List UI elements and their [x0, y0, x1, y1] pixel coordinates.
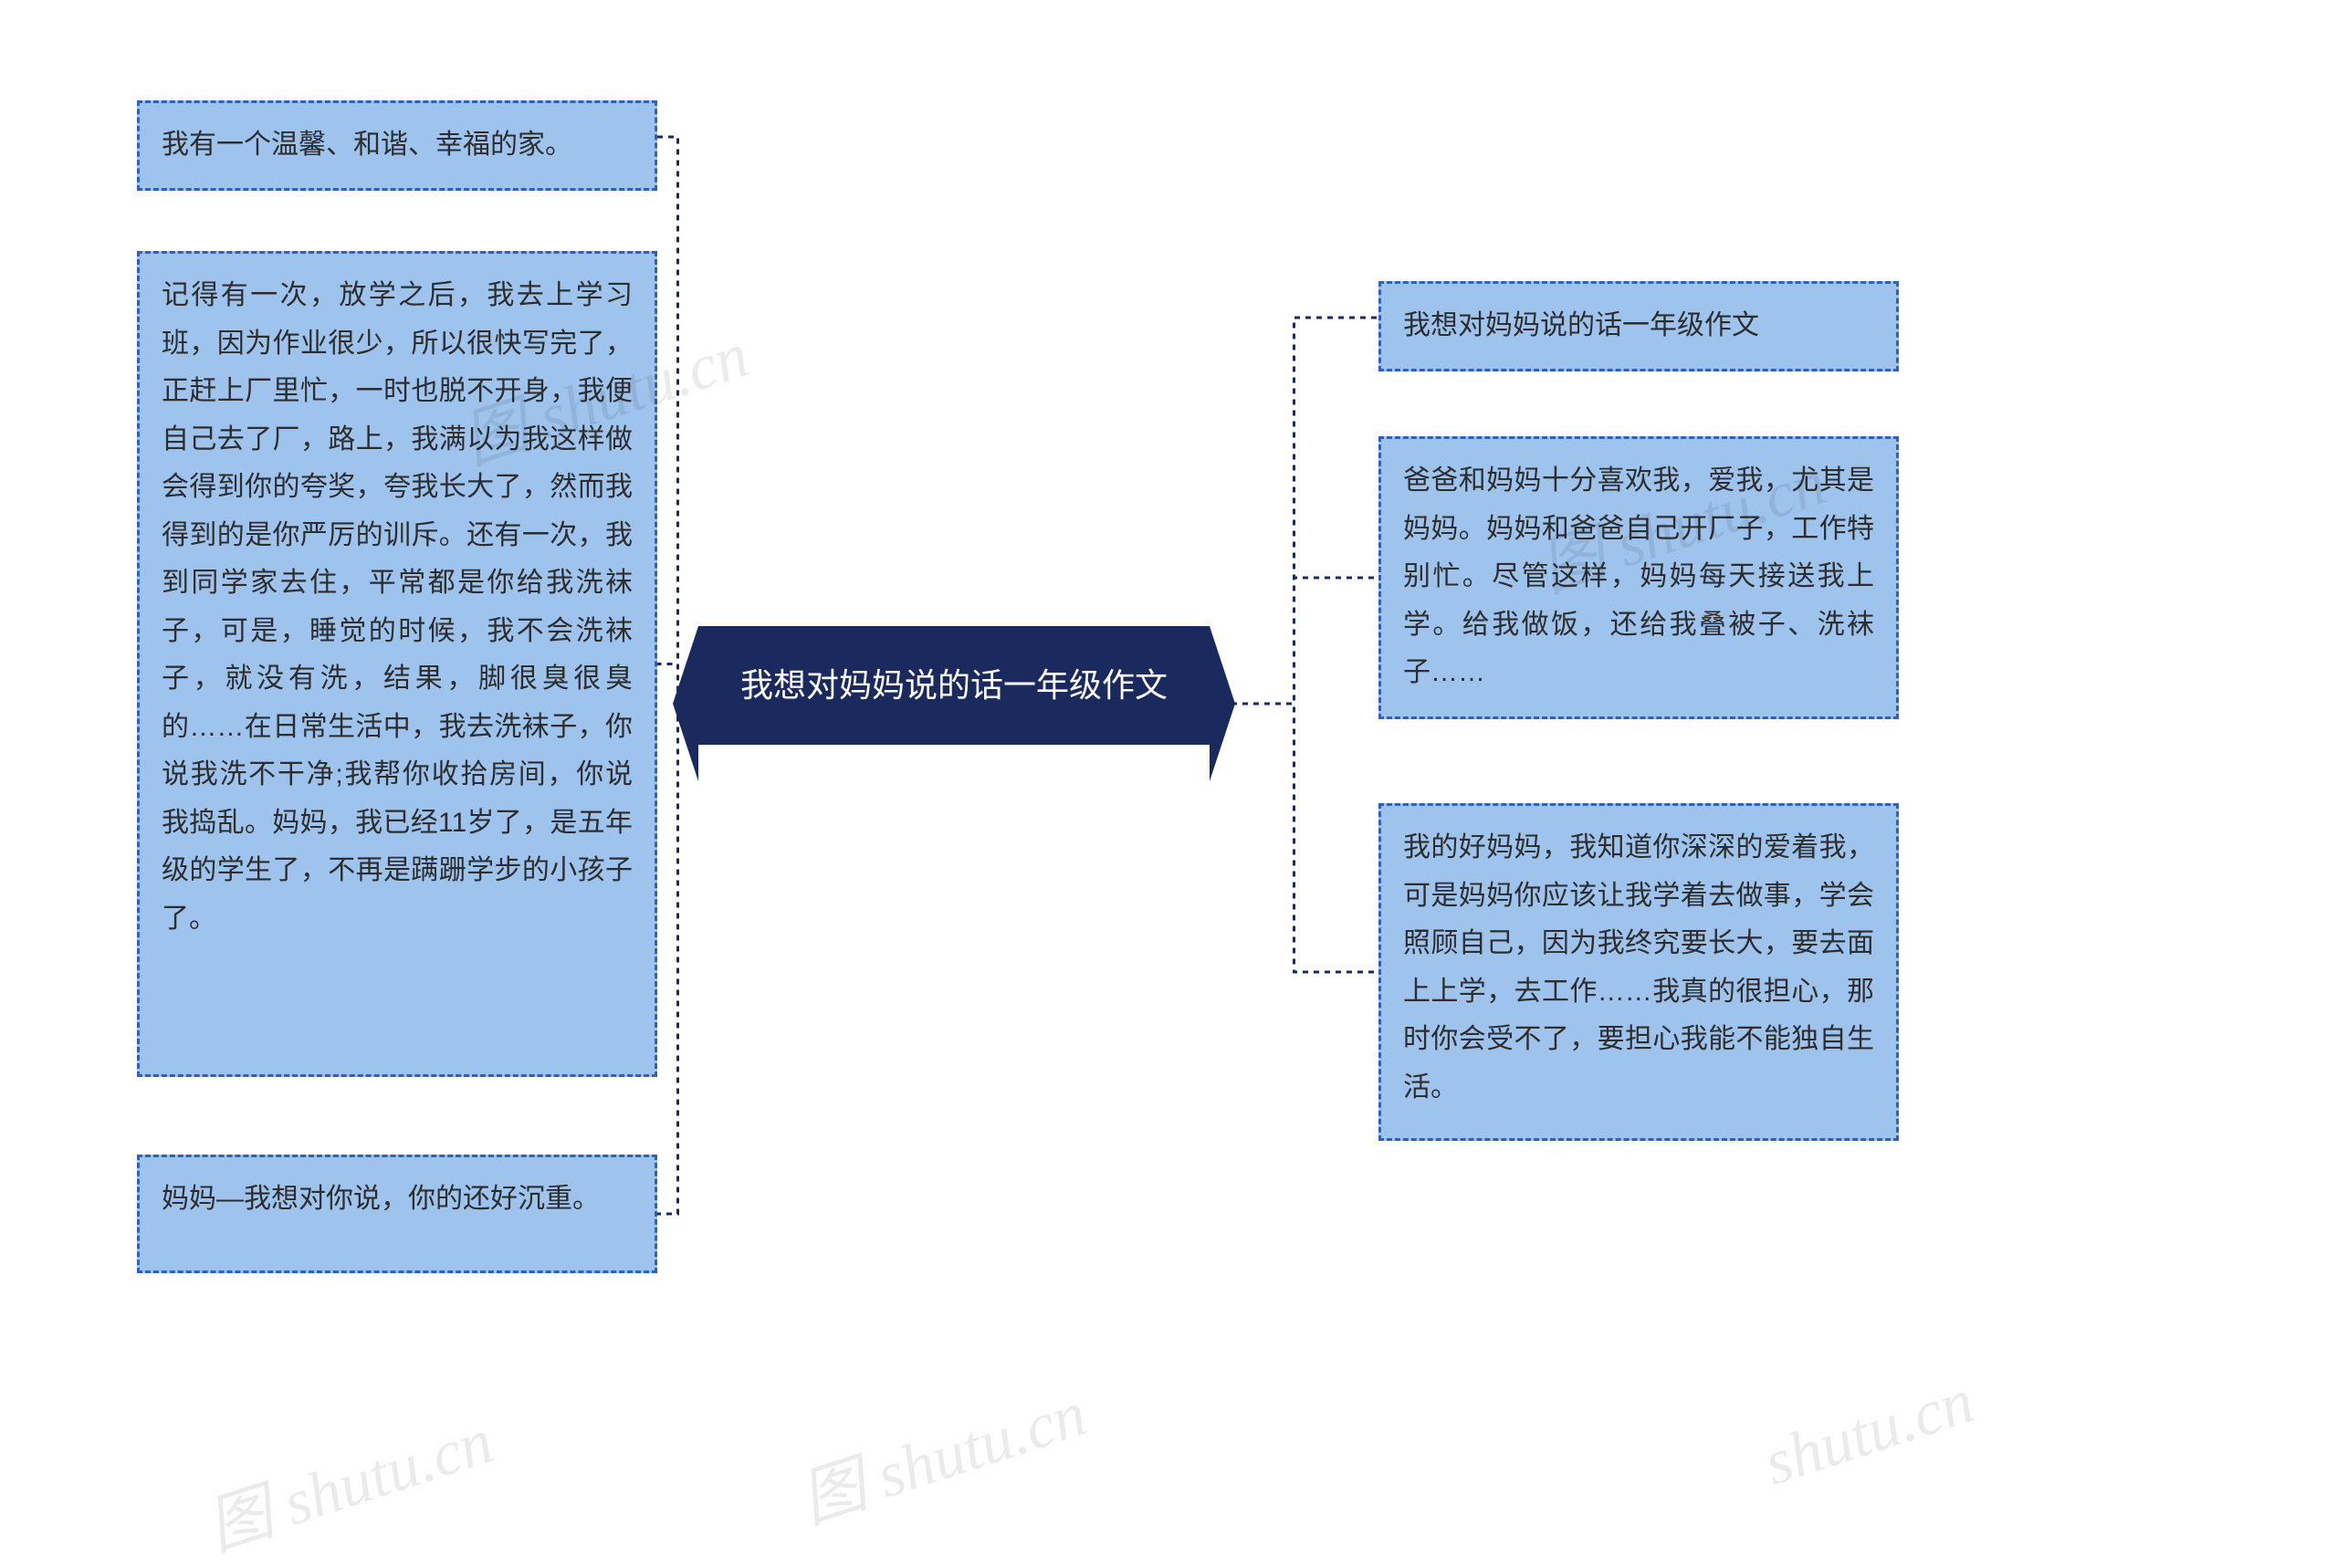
- left-leaf-1-text: 记得有一次，放学之后，我去上学习班，因为作业很少，所以很快写完了，正赶上厂里忙，…: [162, 280, 633, 934]
- left-leaf-2: 妈妈—我想对你说，你的还好沉重。: [137, 1155, 657, 1273]
- right-leaf-1-text: 爸爸和妈妈十分喜欢我，爱我，尤其是妈妈。妈妈和爸爸自己开厂子，工作特别忙。尽管这…: [1403, 465, 1874, 687]
- right-leaf-0-text: 我想对妈妈说的话一年级作文: [1403, 310, 1759, 340]
- left-leaf-1: 记得有一次，放学之后，我去上学习班，因为作业很少，所以很快写完了，正赶上厂里忙，…: [137, 251, 657, 1077]
- left-leaf-2-text: 妈妈—我想对你说，你的还好沉重。: [162, 1184, 600, 1214]
- mindmap-canvas: 我想对妈妈说的话一年级作文 我有一个温馨、和谐、幸福的家。记得有一次，放学之后，…: [0, 0, 2337, 1452]
- central-topic-text: 我想对妈妈说的话一年级作文: [740, 666, 1168, 704]
- right-leaf-2: 我的好妈妈，我知道你深深的爱着我，可是妈妈你应该让我学着去做事，学会照顾自己，因…: [1378, 803, 1899, 1141]
- right-leaf-1: 爸爸和妈妈十分喜欢我，爱我，尤其是妈妈。妈妈和爸爸自己开厂子，工作特别忙。尽管这…: [1378, 436, 1899, 719]
- watermark-4: shutu.cn: [1755, 1365, 1982, 1501]
- right-leaf-2-text: 我的好妈妈，我知道你深深的爱着我，可是妈妈你应该让我学着去做事，学会照顾自己，因…: [1403, 832, 1874, 1103]
- central-topic: 我想对妈妈说的话一年级作文: [698, 626, 1210, 745]
- left-leaf-0-text: 我有一个温馨、和谐、幸福的家。: [162, 130, 572, 160]
- watermark-2: 图 shutu.cn: [194, 1390, 502, 1568]
- left-leaf-0: 我有一个温馨、和谐、幸福的家。: [137, 100, 657, 191]
- right-leaf-0: 我想对妈妈说的话一年级作文: [1378, 281, 1899, 371]
